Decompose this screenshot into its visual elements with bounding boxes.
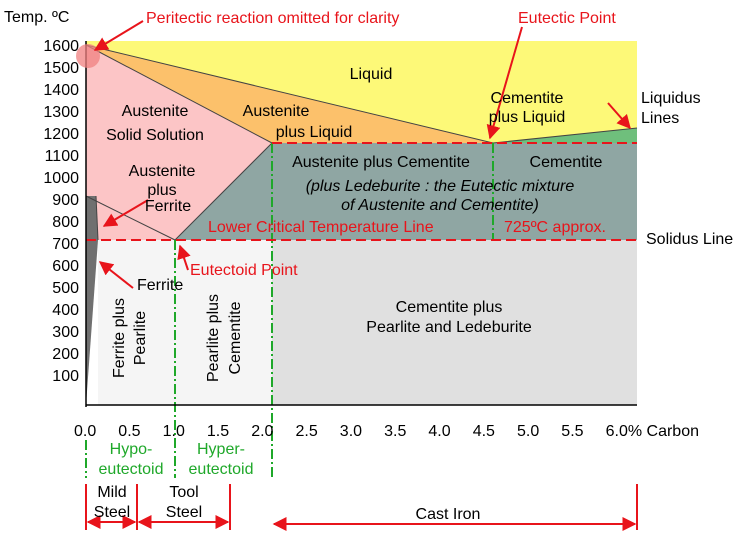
peritectic-highlight bbox=[76, 44, 100, 68]
x-tick-label: 2.5 bbox=[296, 423, 318, 440]
hyper-label-1: Hyper- bbox=[197, 441, 245, 458]
a3-boundary bbox=[85, 195, 176, 241]
peritectic-note: Peritectic reaction omitted for clarity bbox=[146, 10, 399, 27]
pearlite-cementite-label-1: Pearlite plus bbox=[205, 294, 222, 382]
ferrite-label: Ferrite bbox=[137, 277, 183, 294]
cast-iron-label: Cast Iron bbox=[416, 506, 481, 523]
eutectoid-point-label: Eutectoid Point bbox=[190, 262, 298, 279]
liquidus-arrow bbox=[607, 102, 631, 130]
cementite-label: Cementite bbox=[530, 154, 603, 171]
y-tick-label: 1300 bbox=[43, 104, 79, 121]
ferrite-arrow bbox=[98, 261, 134, 289]
tool-steel-label-1: Tool bbox=[169, 484, 198, 501]
liquidus-boundary-left bbox=[85, 44, 494, 144]
austenite-liquid-label-2: plus Liquid bbox=[276, 124, 353, 141]
eutectic-point-label: Eutectic Point bbox=[518, 10, 616, 27]
y-tick-label: 1500 bbox=[43, 60, 79, 77]
tool-steel-label-2: Steel bbox=[166, 504, 202, 521]
mild-steel-label-2: Steel bbox=[94, 504, 130, 521]
liquidus-label-2: Lines bbox=[641, 110, 679, 127]
eutectoid-point-arrow bbox=[177, 244, 191, 271]
y-tick-label: 200 bbox=[52, 346, 79, 363]
x-tick-label: 0.5 bbox=[118, 423, 140, 440]
cementite-liquid-label-2: plus Liquid bbox=[489, 109, 566, 126]
y-tick-label: 100 bbox=[52, 368, 79, 385]
solidus-label: Solidus Line bbox=[646, 231, 733, 248]
liquid-label: Liquid bbox=[350, 66, 393, 83]
liquidus-boundary-right bbox=[492, 127, 638, 144]
y-tick-label: 300 bbox=[52, 324, 79, 341]
ledeburite-note-2: of Austenite and Cementite) bbox=[341, 197, 539, 214]
x-tick-label: 4.5 bbox=[473, 423, 495, 440]
x-tick-label: 6.0% Carbon bbox=[606, 423, 699, 440]
austenite-cementite-label: Austenite plus Cementite bbox=[292, 154, 470, 171]
x-tick-label: 3.5 bbox=[384, 423, 406, 440]
acm-boundary bbox=[174, 142, 273, 241]
x-tick-label: 0.0 bbox=[74, 423, 96, 440]
y-tick-label: 800 bbox=[52, 214, 79, 231]
hyper-label-2: eutectoid bbox=[189, 461, 254, 478]
y-tick-label: 1400 bbox=[43, 82, 79, 99]
x-tick-label: 2.0 bbox=[251, 423, 273, 440]
liquidus-label-1: Liquidus bbox=[641, 90, 701, 107]
eutectic-point-arrow bbox=[486, 26, 523, 140]
austenite-label-1: Austenite bbox=[122, 103, 189, 120]
x-tick-label: 3.0 bbox=[340, 423, 362, 440]
hypo-label-1: Hypo- bbox=[110, 441, 153, 458]
lower-critical-label: Lower Critical Temperature Line bbox=[208, 219, 434, 236]
cementite-pearlite-label-2: Pearlite and Ledeburite bbox=[366, 319, 532, 336]
y-tick-label: 1000 bbox=[43, 170, 79, 187]
austenite-label-2: Solid Solution bbox=[106, 127, 204, 144]
ferrite-upper-arrow bbox=[102, 199, 149, 227]
pearlite-cementite-label-2: Cementite bbox=[227, 301, 244, 374]
region-ferrite-pearlite bbox=[98, 240, 272, 405]
ledeburite-note-1: (plus Ledeburite : the Eutectic mixture bbox=[306, 178, 575, 195]
y-tick-label: 1100 bbox=[45, 148, 80, 165]
x-tick-label: 4.0 bbox=[428, 423, 450, 440]
austenite-ferrite-label-2: plus bbox=[147, 182, 176, 199]
x-tick-label: 1.0 bbox=[163, 423, 185, 440]
cementite-pearlite-label-1: Cementite plus bbox=[396, 299, 503, 316]
y-tick-label: 1600 bbox=[43, 38, 79, 55]
x-tick-label: 5.5 bbox=[561, 423, 583, 440]
y-tick-label: 700 bbox=[52, 236, 79, 253]
x-tick-label: 1.5 bbox=[207, 423, 229, 440]
y-tick-label: 900 bbox=[52, 192, 79, 209]
hypo-label-2: eutectoid bbox=[99, 461, 164, 478]
region-ferrite-dark bbox=[86, 196, 98, 405]
approx-725-label: 725ºC approx. bbox=[504, 219, 606, 236]
cementite-liquid-label-1: Cementite bbox=[491, 90, 564, 107]
y-tick-label: 1200 bbox=[43, 126, 79, 143]
region-cementite-pearlite-ledeburite bbox=[272, 240, 637, 405]
austenite-ferrite-label-1: Austenite bbox=[129, 163, 196, 180]
peritectic-arrow bbox=[93, 20, 144, 51]
y-tick-label: 600 bbox=[52, 258, 79, 275]
region-austenite bbox=[86, 45, 272, 240]
austenite-liquid-label-1: Austenite bbox=[243, 103, 310, 120]
y-axis-title: Temp. ºC bbox=[4, 9, 69, 26]
region-austenite-plus-cementite bbox=[175, 143, 637, 240]
y-tick-label: 400 bbox=[52, 302, 79, 319]
ferrite-pearlite-label-1: Ferrite plus bbox=[111, 298, 128, 378]
austenite-ferrite-label-3: Ferrite bbox=[145, 198, 191, 215]
ferrite-boundary bbox=[95, 195, 99, 241]
y-tick-labels: 1600 1500 1400 1300 1200 1100 1000 900 800 700 600… bbox=[43, 38, 79, 385]
y-tick-label: 500 bbox=[52, 280, 79, 297]
ferrite-pearlite-label-2: Pearlite bbox=[132, 311, 149, 365]
mild-steel-label-1: Mild bbox=[97, 484, 126, 501]
x-tick-labels: 0.0 0.5 1.0 1.5 2.0 2.5 3.0 3.5 4.0 4.5 5.0 5.5 6.0%… bbox=[74, 423, 699, 440]
x-tick-label: 5.0 bbox=[517, 423, 539, 440]
solidus-boundary bbox=[85, 44, 273, 144]
